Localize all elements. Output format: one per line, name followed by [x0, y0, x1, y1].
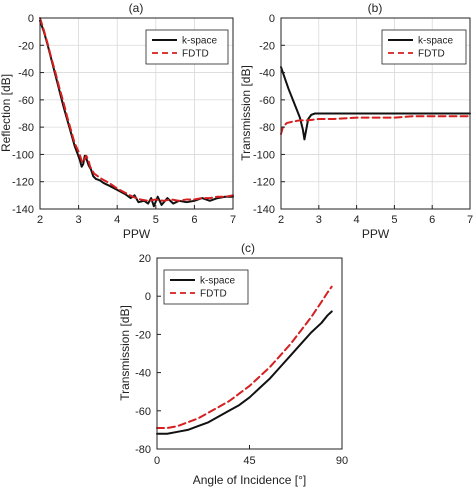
y-tick-label-0-4: -80 — [18, 122, 34, 134]
x-tick-label-0-4: 6 — [191, 214, 197, 226]
legend-label-0-1: FDTD — [182, 49, 209, 60]
y-tick-label-1-1: -20 — [259, 40, 275, 52]
y-tick-label-0-7: -140 — [12, 204, 34, 216]
y-tick-label-2-2: -20 — [135, 329, 151, 341]
y-axis-label-1: Transmission [dB] — [239, 65, 253, 161]
x-axis-label-1: PPW — [362, 227, 390, 241]
y-tick-label-2-0: 20 — [139, 253, 151, 265]
y-tick-label-1-0: 0 — [269, 13, 275, 25]
y-tick-label-0-3: -60 — [18, 95, 34, 107]
series-line-1-0 — [280, 66, 471, 141]
legend-box-0 — [145, 29, 229, 65]
x-tick-label-1-5: 7 — [467, 214, 473, 226]
panel-label-0: (a) — [129, 1, 144, 15]
chart-panel-2: 0 45 90 20 0 -20 -40 -60 -80 (c) Angle of Incidenc… — [118, 241, 348, 487]
x-tick-label-1-2: 4 — [354, 214, 360, 226]
y-tick-label-2-3: -40 — [135, 368, 151, 380]
x-tick-label-1-3: 5 — [391, 214, 397, 226]
y-axis-label-0: Reflection [dB] — [0, 74, 13, 152]
y-tick-label-2-1: 0 — [145, 291, 151, 303]
x-axis-label-0: PPW — [123, 227, 151, 241]
x-tick-label-2-0: 0 — [154, 455, 160, 467]
x-tick-label-0-0: 2 — [37, 214, 43, 226]
legend-box-1 — [381, 29, 467, 65]
legend-label-1-1: FDTD — [418, 49, 445, 60]
x-tick-label-2-1: 45 — [243, 455, 255, 467]
y-tick-label-1-2: -40 — [259, 68, 275, 80]
y-tick-label-1-7: -140 — [253, 204, 275, 216]
y-tick-label-1-4: -80 — [259, 122, 275, 134]
x-axis-label-2: Angle of Incidence [°] — [193, 473, 307, 487]
chart-panel-1: 2 3 4 5 6 7 0 -20 -40 -60 -80 -100 -120 -140 (b) PPW Tra… — [239, 1, 473, 241]
y-tick-label-0-0: 0 — [28, 13, 34, 25]
x-tick-label-0-1: 3 — [76, 214, 82, 226]
legend-box-2 — [163, 269, 249, 305]
plot-frame-1 — [280, 17, 471, 210]
y-tick-label-0-6: -120 — [12, 177, 34, 189]
y-tick-label-1-6: -120 — [253, 177, 275, 189]
panel-label-1: (b) — [368, 1, 383, 15]
x-tick-label-0-5: 7 — [230, 214, 236, 226]
y-tick-label-1-5: -100 — [253, 149, 275, 161]
y-tick-label-2-5: -80 — [135, 444, 151, 456]
y-tick-label-2-4: -60 — [135, 406, 151, 418]
y-axis-label-2: Transmission [dB] — [118, 305, 132, 401]
plot-frame-0 — [39, 17, 234, 210]
y-tick-label-0-2: -40 — [18, 68, 34, 80]
legend-label-1-0: k-space — [418, 36, 453, 47]
series-line-0-1 — [39, 17, 234, 202]
legend-label-2-0: k-space — [200, 276, 235, 287]
series-line-1-1 — [280, 115, 471, 135]
chart-panel-0: 2 3 4 5 6 7 0 -20 -40 -60 -80 -100 -120 -140 (a) PPW Ref… — [0, 1, 236, 241]
y-tick-label-0-1: -20 — [18, 40, 34, 52]
x-tick-label-0-2: 4 — [114, 214, 120, 226]
x-tick-label-1-4: 6 — [429, 214, 435, 226]
x-tick-label-0-3: 5 — [153, 214, 159, 226]
series-line-2-1 — [156, 285, 333, 429]
series-line-2-0 — [156, 310, 333, 435]
y-tick-label-0-5: -100 — [12, 149, 34, 161]
legend-label-0-0: k-space — [182, 36, 217, 47]
x-tick-label-2-2: 90 — [336, 455, 348, 467]
panel-label-2: (c) — [241, 241, 255, 255]
x-tick-label-1-0: 2 — [278, 214, 284, 226]
legend-label-2-1: FDTD — [200, 289, 227, 300]
y-tick-label-1-3: -60 — [259, 95, 275, 107]
x-tick-label-1-1: 3 — [316, 214, 322, 226]
